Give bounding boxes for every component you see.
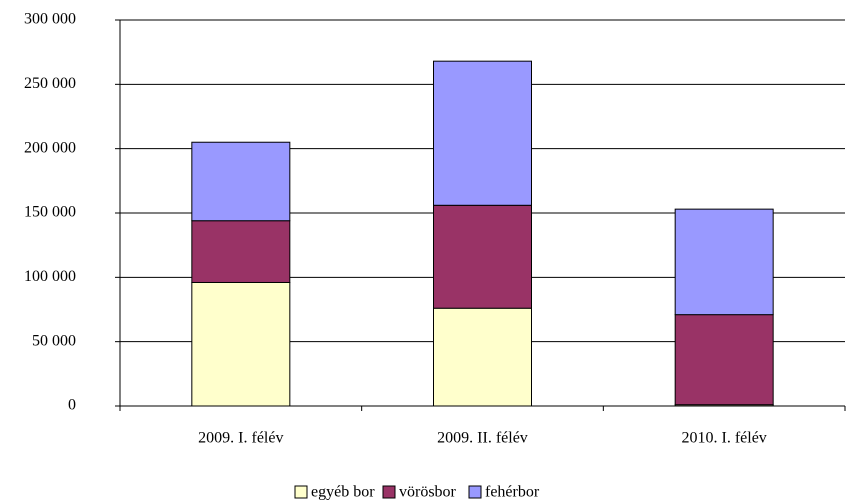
x-tick-label: 2009. II. félév	[437, 430, 528, 447]
y-tick-label: 50 000	[32, 332, 76, 349]
legend-swatch	[382, 485, 396, 499]
x-tick-label: 2009. I. félév	[198, 430, 283, 447]
y-tick-label: 100 000	[24, 268, 76, 285]
bar-segment	[674, 208, 774, 316]
y-tick-label: 300 000	[24, 11, 76, 28]
legend-swatch	[294, 485, 308, 499]
bar-segment	[433, 60, 532, 206]
x-tick-label: 2010. I. félév	[682, 430, 767, 447]
legend-label: egyéb bor	[311, 484, 375, 501]
y-tick-label: 150 000	[24, 204, 76, 221]
legend-label: fehérbor	[485, 484, 540, 501]
bar-segment	[674, 314, 774, 406]
bar-segment	[191, 141, 291, 222]
bar-segment	[433, 204, 532, 309]
y-tick-label: 250 000	[24, 75, 76, 92]
legend-label: vörösbor	[399, 484, 457, 501]
bar-segment	[191, 220, 291, 283]
bar-segment	[191, 281, 291, 407]
y-tick-label: 200 000	[24, 139, 76, 156]
legend-swatch	[468, 485, 482, 499]
bar-segment	[433, 307, 532, 407]
y-tick-label: 0	[68, 397, 76, 414]
